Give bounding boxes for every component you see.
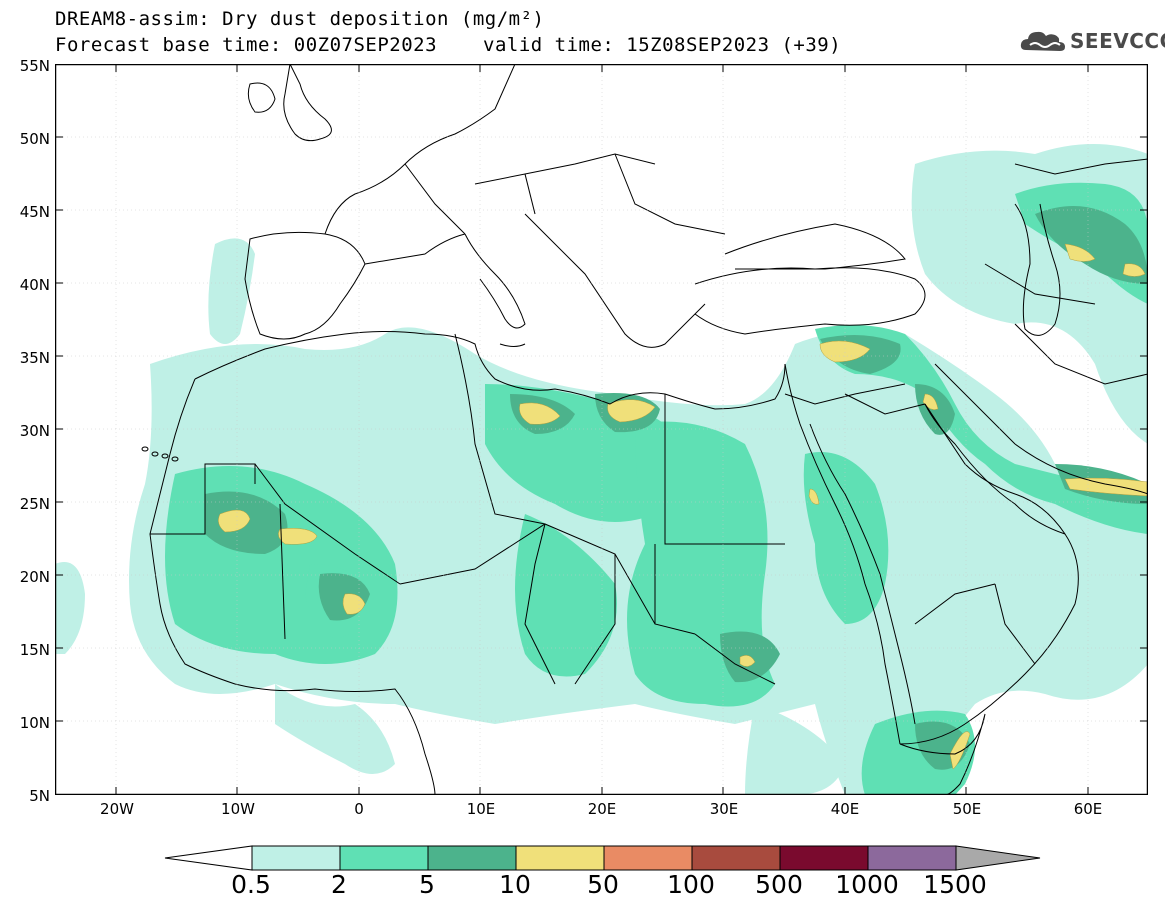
deposition-level-10 — [218, 243, 1148, 770]
colorbar-label-1500: 1500 — [923, 870, 987, 899]
lat-label-15n: 15N — [19, 641, 50, 659]
lat-label-35n: 35N — [19, 349, 50, 367]
colorbar-bin-7 — [779, 845, 869, 871]
map-title: DREAM8-assim: Dry dust deposition (mg/m²… — [55, 8, 545, 30]
colorbar-high-triangle — [955, 845, 1041, 871]
colorbar-label-500: 500 — [755, 870, 803, 899]
lat-label-55n: 55N — [19, 57, 50, 75]
lon-label-40e: 40E — [830, 800, 860, 818]
colorbar-bin-1 — [251, 845, 341, 871]
colorbar-bin-2 — [339, 845, 429, 871]
logo-text: SEEVCCC — [1070, 29, 1165, 53]
colorbar-label-0-5: 0.5 — [231, 870, 271, 899]
cloud-logo-icon — [1020, 31, 1065, 51]
lon-label-30e: 30E — [709, 800, 739, 818]
lat-label-5n: 5N — [29, 787, 50, 805]
forecast-base-time: Forecast base time: 00Z07SEP2023 — [55, 34, 438, 56]
lon-label-60e: 60E — [1073, 800, 1103, 818]
lon-label-20w: 20W — [100, 800, 134, 818]
colorbar-bin-4 — [515, 845, 605, 871]
colorbar-bin-5 — [603, 845, 693, 871]
lon-label-10e: 10E — [466, 800, 496, 818]
map-frame — [55, 64, 1148, 795]
colorbar-label-100: 100 — [667, 870, 715, 899]
british-isles — [247, 64, 332, 142]
canary-islands — [141, 446, 179, 462]
coastlines-and-borders — [149, 64, 1148, 795]
colorbar-bin-6 — [691, 845, 781, 871]
colorbar-bin-3 — [427, 845, 517, 871]
lat-label-30n: 30N — [19, 422, 50, 440]
lat-label-10n: 10N — [19, 714, 50, 732]
colorbar-label-50: 50 — [587, 870, 619, 899]
colorbar-low-triangle — [164, 845, 253, 871]
lat-label-45n: 45N — [19, 203, 50, 221]
map-ticks — [55, 64, 1148, 795]
colorbar-label-5: 5 — [419, 870, 435, 899]
colorbar-label-1000: 1000 — [835, 870, 899, 899]
colorbar — [164, 845, 1041, 871]
colorbar-label-2: 2 — [331, 870, 347, 899]
valid-time: valid time: 15Z08SEP2023 (+39) — [483, 34, 842, 56]
lat-label-50n: 50N — [19, 130, 50, 148]
colorbar-bin-8 — [867, 845, 957, 871]
lon-label-50e: 50E — [952, 800, 982, 818]
lon-label-20e: 20E — [587, 800, 617, 818]
lat-label-20n: 20N — [19, 568, 50, 586]
lon-label-10w: 10W — [221, 800, 255, 818]
seevccc-logo: SEEVCCC — [1018, 26, 1165, 56]
colorbar-label-10: 10 — [499, 870, 531, 899]
lat-label-40n: 40N — [19, 276, 50, 294]
lon-label-0: 0 — [354, 800, 364, 818]
dust-deposition-map — [55, 64, 1148, 795]
lat-label-25n: 25N — [19, 495, 50, 513]
